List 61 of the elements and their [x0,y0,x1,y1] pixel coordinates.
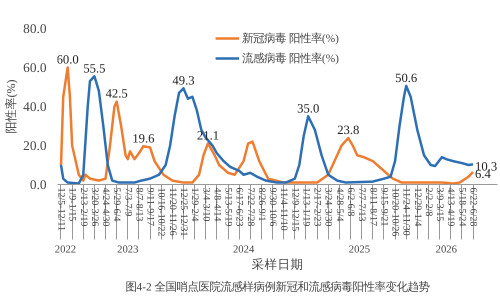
x-tick-label: 11/24-11/30 [400,188,412,236]
x2-tick-label: 2024 [232,244,255,256]
x-tick-label: 8/7-8/13 [133,188,144,222]
x-tick-label: 7/7-7/13 [356,188,368,222]
x-tick-label: 2/13-2/19 [78,188,89,226]
x-tick-label: 5/29-6/4 [111,188,122,222]
data-label: 50.6 [395,70,418,85]
x-tick-label: 12/25-12/31 [178,188,189,236]
x-tick-label: 7/3-7/9 [122,188,134,216]
x-tick-label: 6/22-6/28 [468,188,479,226]
x-tick-label: 1/29-2/4 [189,188,200,222]
x-tick-label: 4/8-4/14 [211,188,222,222]
x-tick-label: 9/15-9/21 [378,188,390,226]
x-tick-label: 3/4-3/10 [200,188,212,222]
x-tick-label: 8/11-8/17 [367,188,378,226]
x-tick-label: 6/2-6/8 [345,188,356,216]
x-tick-label: 10/16-10/22 [156,188,167,236]
x-tick-label: 4/24-4/30 [100,188,112,226]
data-label: 23.8 [337,123,360,138]
data-label: 60.0 [56,52,79,66]
x-tick-label: 9/11-9/17 [144,188,156,226]
x2-tick-label: 2023 [117,244,138,256]
x-tick-label: 11/20-11/26 [166,188,178,236]
x-tick-label: 12/29-1/4 [412,188,423,226]
x-tick-label: 12/9-12/15 [289,188,300,232]
data-label: 19.6 [132,131,154,146]
y-tick-label: 80.0 [23,21,47,36]
legend-label: 流感病毒 阳性率(%) [242,51,339,66]
x-tick-label: 9/30-10/6 [267,188,278,226]
y-tick-label: 60.0 [23,60,47,75]
x-tick-label: 5/18-5/24 [456,188,468,226]
legend-label: 新冠病毒 阳性率(%) [242,31,339,46]
data-label: 55.5 [83,61,106,76]
x-axis-title: 采样日期 [252,258,304,272]
data-label: 49.3 [172,73,195,88]
x-tick-label: 5/13-5/19 [222,188,234,226]
data-label: 42.5 [106,86,128,101]
x-tick-label: 8/26-9/1 [256,188,267,222]
x-tick-label: 1/13-1/19 [300,188,312,226]
x-tick-label: 2/17-2/23 [312,188,323,226]
x-tick-label: 1/9-1/15 [66,188,78,222]
x-tick-label: 3/24-3/30 [322,188,334,226]
text: 图4-2 全国哨点医院流感样病例新冠和流感病毒阳性率变化趋势 [126,280,430,294]
x-tick-label: 7/22-7/28 [244,188,256,226]
y-tick-label: 20.0 [23,138,47,153]
x-tick-label: 4/28-5/4 [334,188,345,222]
x-tick-label: 4/13-4/19 [445,188,456,226]
y-tick-label: 0.0 [30,177,47,192]
x-tick-label: 3/9-3/15 [434,188,446,222]
x2-tick-label: 2025 [348,244,370,256]
y-axis-title: 阳性率(%) [4,79,18,134]
x-tick-label: 12/5-12/11 [56,188,66,232]
data-label: 35.0 [297,101,320,116]
x-tick-label: 6/17-6/23 [234,188,245,226]
x-tick-label: 11/4-11/10 [278,188,290,231]
x2-tick-label: 2022 [54,244,76,256]
x-tick-label: 2/2-2/8 [422,188,434,216]
x-tick-label: 10/20-10/26 [390,188,401,236]
y-tick-label: 40.0 [23,99,47,114]
x2-tick-label: 2026 [436,244,458,256]
x-tick-label: 3/20-3/26 [88,188,100,226]
